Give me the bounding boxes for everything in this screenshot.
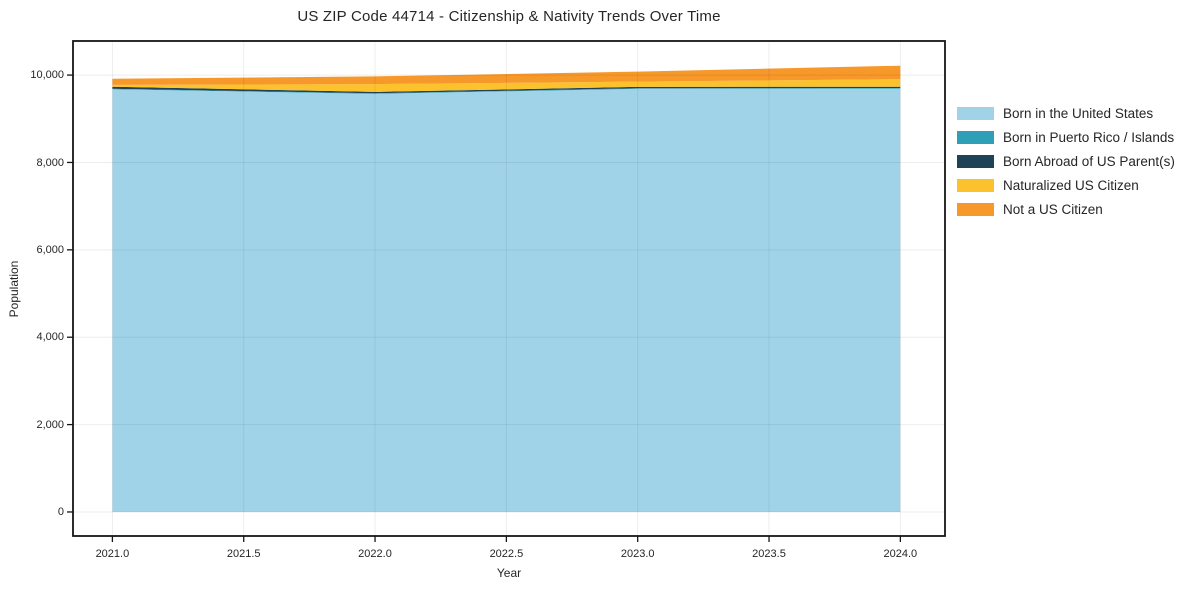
legend-item-born-in-the-united-states: Born in the United States	[957, 101, 1175, 125]
y-tick-label: 8,000	[36, 156, 64, 169]
legend-swatch	[957, 202, 994, 216]
x-tick-label: 2023.0	[620, 548, 655, 560]
legend-label: Born in the United States	[1003, 105, 1154, 121]
legend: Born in the United States Born in Puerto …	[957, 101, 1175, 221]
x-tick-label: 2021.0	[95, 548, 130, 560]
y-tick-label: 2,000	[36, 418, 64, 431]
legend-label: Not a US Citizen	[1003, 201, 1103, 217]
stacked-areas	[112, 65, 901, 512]
legend-swatch	[957, 154, 994, 168]
x-tick-label: 2023.5	[752, 548, 786, 560]
legend-swatch	[957, 106, 994, 120]
legend-label: Naturalized US Citizen	[1003, 177, 1139, 193]
x-tick-label: 2024.0	[883, 548, 918, 560]
plot-frame	[72, 40, 946, 537]
x-tick-label: 2022.5	[489, 548, 524, 560]
y-tick-label: 6,000	[36, 243, 64, 256]
legend-swatch	[957, 130, 994, 144]
y-tick-label: 10,000	[30, 69, 64, 82]
y-tick-label: 0	[57, 506, 64, 518]
y-axis-title: Population	[7, 260, 21, 318]
y-tick-label: 4,000	[36, 331, 64, 344]
legend-item-naturalized-us-citizen: Naturalized US Citizen	[957, 173, 1175, 197]
area-naturalized-us-citizen	[112, 79, 901, 92]
legend-item-born-abroad-of-us-parent-s: Born Abroad of US Parent(s)	[957, 149, 1175, 173]
area-born-in-the-united-states	[112, 88, 901, 512]
legend-item-not-a-us-citizen: Not a US Citizen	[957, 197, 1175, 221]
gridlines	[73, 41, 945, 536]
x-tick-label: 2021.5	[226, 548, 261, 560]
legend-label: Born in Puerto Rico / Islands	[1003, 129, 1175, 145]
legend-swatch	[957, 178, 994, 192]
axis-ticks	[67, 74, 901, 542]
x-tick-label: 2022.0	[358, 548, 392, 560]
area-born-in-puerto-rico-islands	[112, 88, 901, 94]
x-axis-title: Year	[496, 566, 522, 580]
legend-label: Born Abroad of US Parent(s)	[1003, 153, 1175, 169]
area-born-abroad-of-us-parent-s	[112, 86, 901, 94]
chart-title: US ZIP Code 44714 - Citizenship & Nativi…	[297, 8, 721, 25]
area-not-a-us-citizen	[112, 65, 901, 85]
legend-item-born-in-puerto-rico-islands: Born in Puerto Rico / Islands	[957, 125, 1175, 149]
